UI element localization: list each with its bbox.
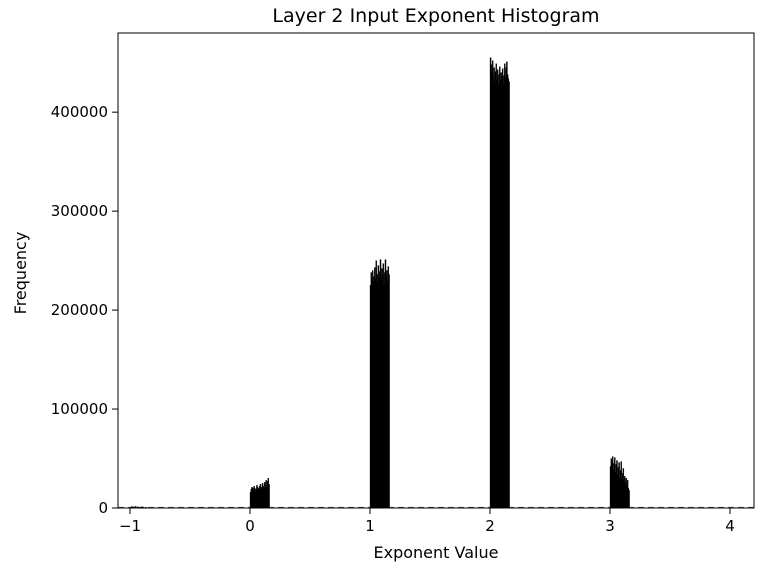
x-tick-label: 4	[725, 517, 735, 535]
histogram-bar	[388, 274, 389, 508]
x-tick-label: 2	[485, 517, 495, 535]
y-axis-label: Frequency	[11, 232, 30, 315]
y-tick-label: 100000	[51, 400, 108, 418]
x-tick-label: 3	[605, 517, 615, 535]
y-tick-label: 0	[98, 499, 108, 517]
x-axis-label: Exponent Value	[374, 543, 499, 562]
histogram-bar	[628, 490, 629, 508]
x-tick-label: 1	[365, 517, 375, 535]
chart-title: Layer 2 Input Exponent Histogram	[272, 5, 599, 27]
x-tick-label: −1	[119, 517, 141, 535]
histogram-bar	[508, 81, 509, 508]
y-tick-label: 300000	[51, 202, 108, 220]
x-tick-label: 0	[245, 517, 255, 535]
y-tick-label: 200000	[51, 301, 108, 319]
y-tick-label: 400000	[51, 103, 108, 121]
plot-area	[118, 33, 754, 508]
plot-background	[118, 33, 754, 508]
histogram-bar	[268, 484, 269, 508]
